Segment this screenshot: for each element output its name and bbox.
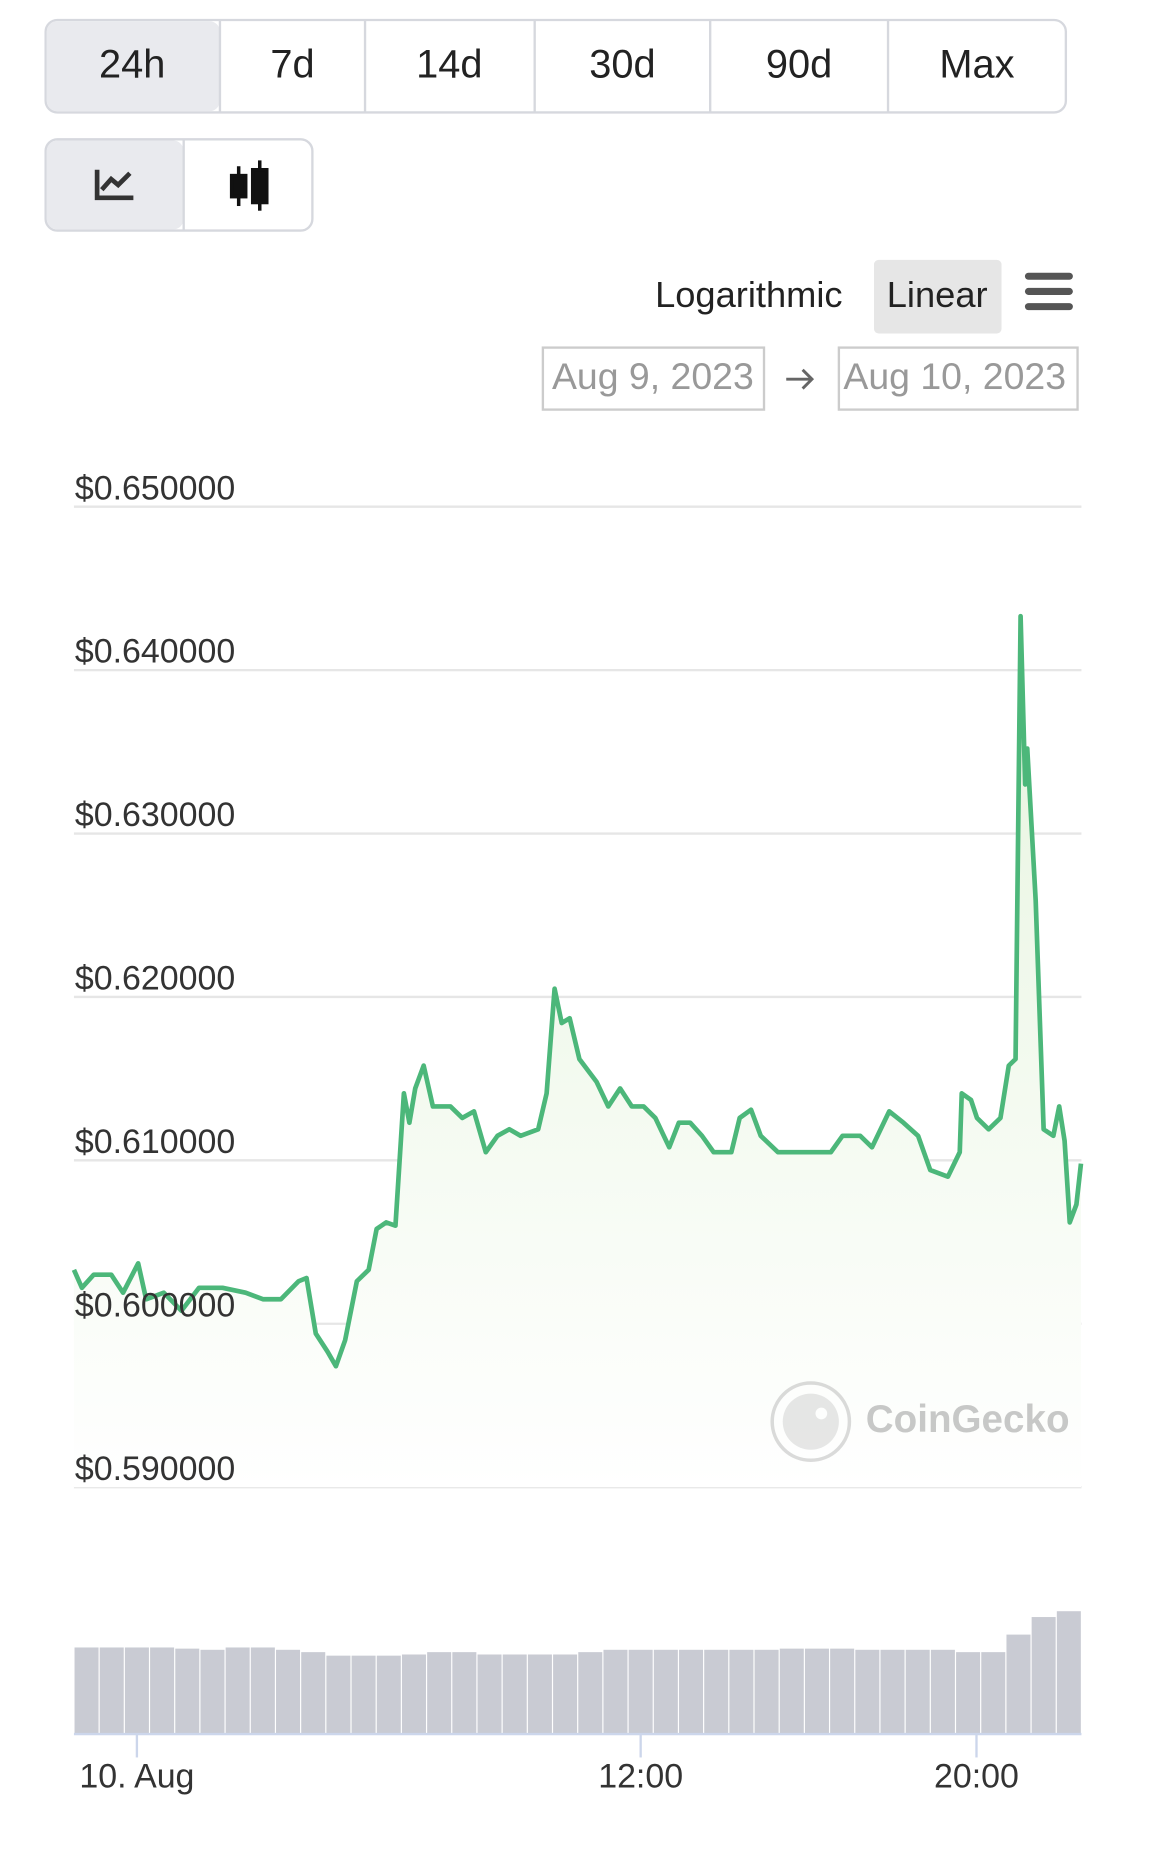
volume-bar	[1056, 1611, 1081, 1735]
volume-bar	[553, 1654, 578, 1735]
range-button[interactable]: Max	[939, 42, 1014, 86]
scale-option[interactable]: Logarithmic	[655, 274, 842, 315]
y-tick-label: $0.600000	[75, 1286, 235, 1324]
date-input[interactable]	[541, 346, 766, 411]
volume-bar	[452, 1652, 477, 1735]
volume-bar	[200, 1649, 225, 1735]
scale-selected-bg	[873, 259, 1002, 334]
price-line	[71, 613, 1084, 1369]
volume-bar	[855, 1649, 880, 1735]
volume-bar	[779, 1648, 804, 1735]
volume-bar	[603, 1649, 628, 1735]
plot: $0.590000 $0.600000 $0.610000 $0.620000 $0.6…	[71, 469, 1084, 1795]
y-tick-label: $0.640000	[75, 633, 235, 671]
date-to[interactable]: Aug 10, 2023	[843, 355, 1066, 397]
volume-bar	[956, 1652, 981, 1735]
y-tick-label: $0.590000	[75, 1450, 235, 1488]
line-chart-icon[interactable]	[94, 169, 134, 201]
volume-bar	[804, 1648, 829, 1735]
volume-bar	[250, 1647, 275, 1735]
y-tick-label: $0.610000	[75, 1123, 235, 1161]
volume-bar	[527, 1654, 552, 1735]
watermark: CoinGecko	[770, 1381, 1070, 1463]
volume-bar	[276, 1649, 301, 1735]
chart-type-toggle	[44, 138, 314, 232]
volume-bar	[124, 1647, 149, 1735]
date-from[interactable]: Aug 9, 2023	[552, 355, 754, 397]
volume-bar	[905, 1649, 930, 1735]
volume-bar	[150, 1647, 175, 1735]
volume-bar	[301, 1652, 326, 1735]
volume-bar	[502, 1654, 527, 1735]
volume-bar	[930, 1649, 955, 1735]
volume-bar	[326, 1655, 351, 1735]
volume-bar	[477, 1654, 502, 1735]
volume-bar	[578, 1652, 603, 1735]
volume-bar	[401, 1654, 426, 1735]
volume-bar	[1031, 1617, 1056, 1735]
volume-bar	[653, 1649, 678, 1735]
range-button[interactable]: 7d	[270, 42, 314, 86]
y-tick-label: $0.620000	[75, 960, 235, 998]
volume-bar	[376, 1655, 401, 1735]
x-tick-label: 10. Aug	[79, 1757, 194, 1795]
volume-bar	[704, 1649, 729, 1735]
range-button[interactable]: 90d	[766, 42, 832, 86]
x-tick-label: 12:00	[598, 1757, 683, 1795]
range-button[interactable]: 24h	[99, 42, 165, 86]
watermark-text: CoinGecko	[866, 1398, 1070, 1441]
volume-bar	[351, 1655, 376, 1735]
menu-icon[interactable]	[1024, 272, 1073, 311]
range-button[interactable]: 30d	[589, 42, 655, 86]
volume-bar	[1006, 1634, 1031, 1735]
candle-chart-icon[interactable]	[229, 160, 269, 211]
scale-option[interactable]: Linear	[887, 274, 988, 315]
range-selector: 24h 7d 14d 30d 90d Max	[44, 18, 1068, 114]
volume-bar	[830, 1648, 855, 1735]
range-button[interactable]: 14d	[416, 42, 482, 86]
volume-bar	[754, 1649, 779, 1735]
y-tick-label: $0.630000	[75, 796, 235, 834]
y-tick-label: $0.650000	[75, 469, 235, 507]
volume-bar	[729, 1649, 754, 1735]
date-input[interactable]	[837, 346, 1079, 411]
volume-bar	[427, 1652, 452, 1735]
volume-bar	[679, 1649, 704, 1735]
volume-bar	[74, 1647, 99, 1735]
volume-bar	[175, 1648, 200, 1735]
volume-bar	[880, 1649, 905, 1735]
x-tick-label: 20:00	[934, 1757, 1019, 1795]
volume-bar	[981, 1652, 1006, 1735]
volume-bar	[99, 1647, 124, 1735]
arrow-icon	[786, 368, 815, 390]
volume-bar	[628, 1649, 653, 1735]
volume-bar	[225, 1647, 250, 1735]
